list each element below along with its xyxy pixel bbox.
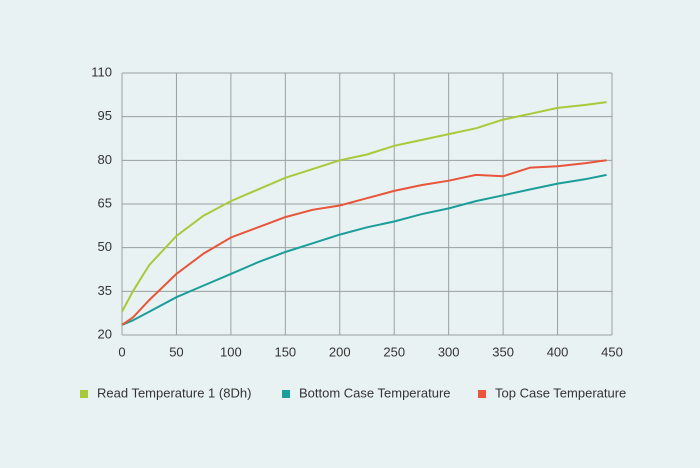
- x-tick-label: 100: [220, 344, 242, 359]
- y-tick-label: 110: [91, 64, 112, 79]
- legend-marker: [478, 390, 486, 398]
- y-tick-label: 80: [98, 152, 112, 167]
- legend-label: Read Temperature 1 (8Dh): [97, 385, 251, 400]
- y-tick-label: 65: [98, 195, 112, 210]
- x-tick-label: 150: [274, 344, 296, 359]
- y-tick-label: 50: [98, 239, 112, 254]
- y-tick-label: 35: [98, 283, 112, 298]
- x-tick-label: 400: [547, 344, 569, 359]
- series-line: [121, 159, 607, 326]
- series-line: [121, 173, 607, 326]
- x-tick-label: 250: [383, 344, 405, 359]
- legend-label: Bottom Case Temperature: [299, 385, 451, 400]
- x-tick-label: 300: [438, 344, 460, 359]
- series-line: [121, 101, 607, 313]
- y-tick-label: 95: [98, 108, 112, 123]
- legend-label: Top Case Temperature: [495, 385, 626, 400]
- x-tick-label: 450: [601, 344, 623, 359]
- x-tick-label: 0: [118, 344, 125, 359]
- legend-marker: [282, 390, 290, 398]
- y-tick-label: 20: [98, 326, 112, 341]
- x-tick-label: 200: [329, 344, 351, 359]
- x-tick-label: 50: [169, 344, 183, 359]
- legend-marker: [80, 390, 88, 398]
- x-tick-label: 350: [492, 344, 514, 359]
